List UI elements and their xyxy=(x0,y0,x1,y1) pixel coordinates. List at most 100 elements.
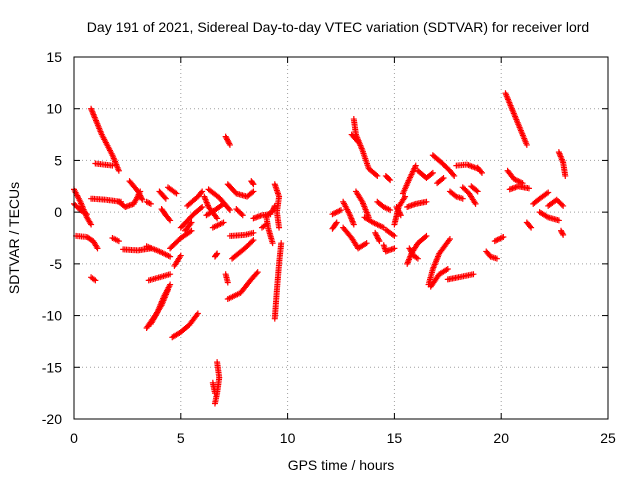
data-point xyxy=(560,231,567,238)
data-point xyxy=(355,138,362,145)
data-point xyxy=(500,233,507,240)
data-point xyxy=(446,236,453,243)
data-point xyxy=(167,253,174,260)
data-point xyxy=(333,219,340,226)
data-point xyxy=(115,238,122,245)
plot-frame xyxy=(73,56,609,420)
data-point xyxy=(439,176,446,183)
data-point xyxy=(376,238,383,245)
x-tick-label: 25 xyxy=(600,430,616,446)
data-point xyxy=(82,210,89,217)
x-tick-label: 10 xyxy=(280,430,296,446)
data-point xyxy=(397,212,404,219)
points-layer xyxy=(71,90,569,407)
data-point xyxy=(332,220,339,227)
data-point xyxy=(187,228,194,235)
data-point xyxy=(525,185,532,192)
data-point xyxy=(88,221,95,228)
data-point xyxy=(386,176,393,183)
data-point xyxy=(167,281,174,288)
data-point xyxy=(224,279,231,286)
data-point xyxy=(397,210,404,217)
data-point xyxy=(451,172,458,179)
data-point xyxy=(414,255,421,262)
data-point xyxy=(375,236,382,243)
data-point xyxy=(470,271,477,278)
data-point xyxy=(265,211,272,218)
data-point xyxy=(166,216,173,223)
y-tick-label: -15 xyxy=(42,359,62,375)
data-point xyxy=(226,207,233,214)
y-axis-label: SDTVAR / TECUs xyxy=(6,182,22,294)
data-point xyxy=(374,172,381,179)
y-tick-label: -5 xyxy=(50,256,63,272)
data-point xyxy=(493,255,500,262)
x-axis-label: GPS time / hours xyxy=(288,457,395,473)
data-point xyxy=(145,199,152,206)
data-point xyxy=(402,193,409,200)
data-point xyxy=(94,245,101,252)
data-point xyxy=(226,141,233,148)
x-tick-label: 20 xyxy=(493,430,509,446)
data-point xyxy=(354,137,361,144)
data-point xyxy=(423,232,430,239)
y-tick-label: 0 xyxy=(54,204,62,220)
y-tick-label: -10 xyxy=(42,308,62,324)
data-point xyxy=(562,172,569,179)
data-point xyxy=(249,189,256,196)
data-point xyxy=(387,207,394,214)
data-point xyxy=(545,189,552,196)
data-point xyxy=(188,219,195,226)
data-point xyxy=(249,180,256,187)
data-point xyxy=(459,195,466,202)
data-point xyxy=(115,167,122,174)
data-point xyxy=(558,229,565,236)
data-point xyxy=(440,175,447,182)
data-point xyxy=(254,269,261,276)
data-point xyxy=(146,200,153,207)
data-point xyxy=(162,195,169,202)
data-point xyxy=(428,170,435,177)
data-point xyxy=(220,219,227,226)
data-point xyxy=(226,140,233,147)
data-point xyxy=(214,215,221,222)
data-point xyxy=(167,217,174,224)
y-tick-label: 10 xyxy=(46,101,62,117)
data-point xyxy=(194,310,201,317)
data-point xyxy=(250,181,257,188)
data-point xyxy=(472,200,479,207)
data-point xyxy=(555,217,562,224)
data-point xyxy=(523,141,530,148)
data-point xyxy=(423,198,430,205)
data-point xyxy=(528,224,535,231)
y-tick-label: -20 xyxy=(42,411,62,427)
data-point xyxy=(473,187,480,194)
data-point xyxy=(478,169,485,176)
y-tick-label: 15 xyxy=(46,49,62,65)
data-point xyxy=(250,237,257,244)
data-point xyxy=(197,205,204,212)
data-point xyxy=(177,252,184,259)
data-point xyxy=(211,390,218,397)
data-point xyxy=(560,202,567,209)
data-point xyxy=(527,223,534,230)
data-point xyxy=(188,227,195,234)
data-point xyxy=(199,203,206,210)
grid-layer xyxy=(74,57,608,419)
data-point xyxy=(199,188,206,195)
data-point xyxy=(161,194,168,201)
data-point xyxy=(276,224,283,231)
data-point xyxy=(225,205,232,212)
data-point xyxy=(391,245,398,252)
data-point xyxy=(450,171,457,178)
data-point xyxy=(444,266,451,273)
data-point xyxy=(187,220,194,227)
chart-title: Day 191 of 2021, Sidereal Day-to-day VTE… xyxy=(87,19,589,35)
data-point xyxy=(412,162,419,169)
data-point xyxy=(198,189,205,196)
data-point xyxy=(373,171,380,178)
data-point xyxy=(350,221,357,228)
data-point xyxy=(338,207,344,214)
x-tick-label: 0 xyxy=(70,430,78,446)
